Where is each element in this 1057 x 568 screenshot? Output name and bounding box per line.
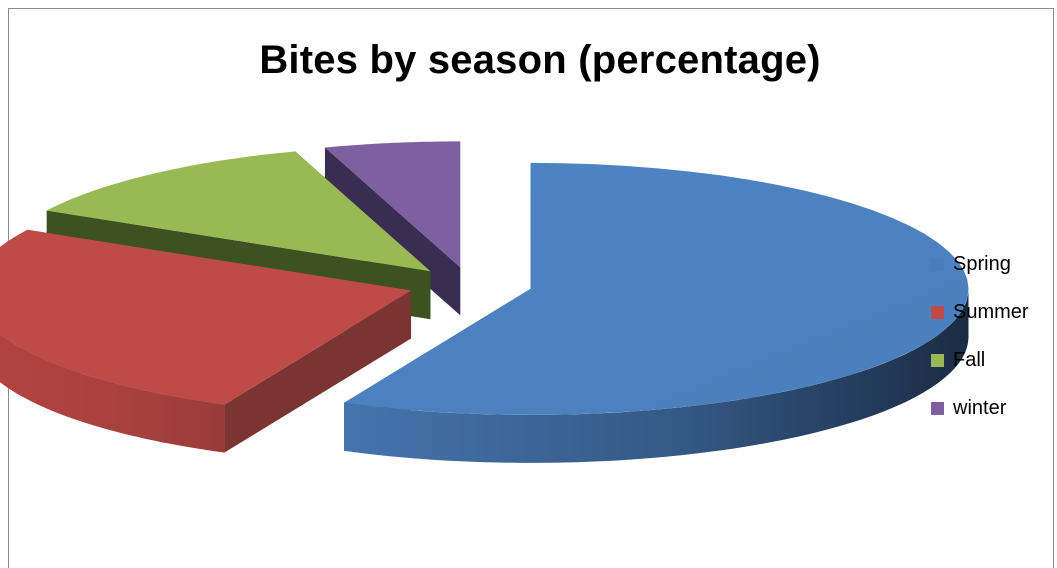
slice-side-spring bbox=[344, 288, 969, 463]
legend-item-winter: winter bbox=[931, 384, 1029, 432]
legend-item-fall: Fall bbox=[931, 336, 1029, 384]
legend-swatch-summer bbox=[931, 305, 944, 319]
legend: Spring Summer Fall winter bbox=[931, 240, 1029, 432]
legend-item-summer: Summer bbox=[931, 288, 1029, 336]
slice-spring bbox=[344, 162, 969, 463]
legend-swatch-fall bbox=[931, 353, 944, 367]
slice-top-winter bbox=[325, 141, 461, 268]
legend-label-fall: Fall bbox=[953, 348, 986, 371]
legend-item-spring: Spring bbox=[931, 240, 1029, 288]
legend-label-summer: Summer bbox=[953, 300, 1029, 323]
legend-swatch-spring bbox=[931, 257, 944, 271]
slice-top-fall bbox=[46, 151, 431, 272]
chart-title: Bites by season (percentage) bbox=[259, 38, 821, 82]
legend-swatch-winter bbox=[931, 401, 944, 415]
legend-label-winter: winter bbox=[953, 396, 1007, 419]
slice-summer bbox=[0, 229, 412, 453]
slice-top-spring bbox=[344, 162, 969, 415]
slice-front-summer bbox=[0, 334, 225, 453]
legend-label-spring: Spring bbox=[953, 252, 1011, 275]
slice-top-summer bbox=[0, 229, 412, 405]
